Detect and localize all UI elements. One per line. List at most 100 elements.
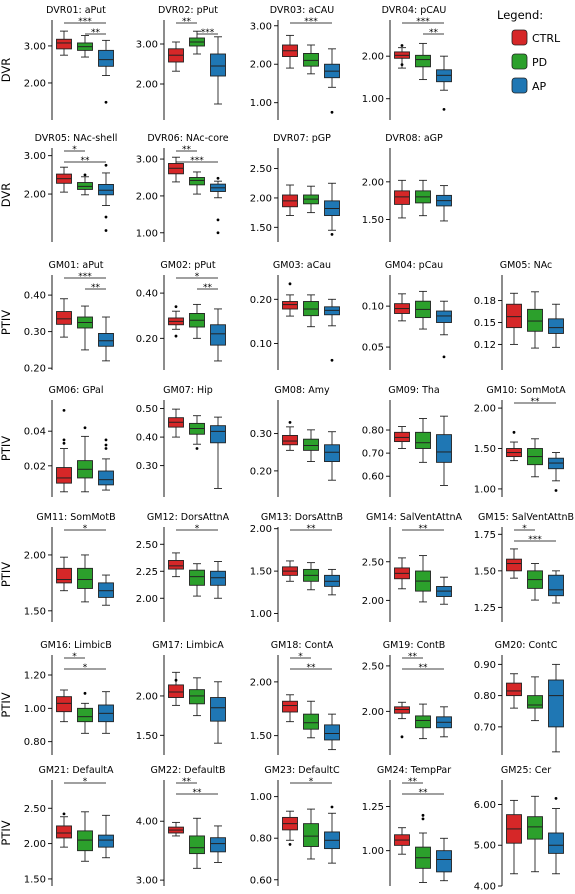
y-tick-label: 1.20 xyxy=(24,671,46,682)
y-tick-label: 6.00 xyxy=(474,800,496,811)
y-tick-label: 0.05 xyxy=(362,343,384,354)
outlier-point xyxy=(104,229,108,232)
legend-label-pd: PD xyxy=(532,56,547,69)
outlier-point xyxy=(442,355,446,359)
box-iqr xyxy=(168,560,184,570)
panel-title: GM23: DefaultC xyxy=(264,765,340,776)
chart-panel: GM21: DefaultA 1.50 2.00 2.50 * xyxy=(24,765,114,886)
box-iqr xyxy=(98,582,114,598)
significance-label: *** xyxy=(304,17,318,27)
box-ap xyxy=(324,805,340,864)
box-ap xyxy=(436,837,452,882)
y-tick-label: 2.00 xyxy=(362,52,384,63)
panel-title: GM16: LimbicB xyxy=(40,640,111,651)
y-tick-label: 2.50 xyxy=(362,557,384,568)
significance-label: ** xyxy=(91,28,101,38)
box-pd xyxy=(189,817,205,869)
y-tick-label: 1.50 xyxy=(362,215,384,226)
outlier-point xyxy=(330,110,334,114)
y-tick-label: 2.00 xyxy=(136,191,158,202)
box-ap xyxy=(436,55,452,111)
panel-title: GM01: aPut xyxy=(49,260,104,271)
chart-panel: GM03: aCau 0.10 0.20 xyxy=(250,260,340,370)
chart-panel: DVR07: pGP 1.50 2.00 2.50 xyxy=(250,133,340,242)
box-ctrl xyxy=(56,556,72,592)
box-ctrl xyxy=(282,694,298,723)
y-tick-label: 3.00 xyxy=(250,21,272,32)
box-iqr xyxy=(415,715,431,729)
box-ap xyxy=(548,796,564,875)
box-ctrl xyxy=(56,298,72,338)
box-pd xyxy=(527,438,543,478)
box-ap xyxy=(98,163,114,232)
chart-panel: GM06: GPal 0.02 0.04 xyxy=(24,385,114,497)
panel-title: GM25: Cer xyxy=(501,765,551,776)
panel-title: GM17: LimbicA xyxy=(152,640,224,651)
box-iqr xyxy=(415,431,431,449)
row-label: PTIV xyxy=(0,562,13,587)
y-tick-label: 1.50 xyxy=(250,567,272,578)
box-pd xyxy=(415,813,431,883)
box-ctrl xyxy=(168,671,184,706)
box-pd xyxy=(303,700,319,739)
box-pd xyxy=(303,44,319,75)
significance-label: ** xyxy=(182,145,192,155)
box-iqr xyxy=(324,444,340,463)
chart-panel: GM14: SalVentAttnA 2.00 2.50 ** xyxy=(362,512,463,622)
box-pd xyxy=(415,418,431,463)
box-pd xyxy=(77,173,93,196)
box-pd xyxy=(77,554,93,603)
box-ap xyxy=(324,568,340,596)
y-tick-label: 0.40 xyxy=(24,291,46,302)
significance-label: ** xyxy=(193,788,203,798)
box-ctrl xyxy=(282,420,298,451)
chart-panel: GM24: TempPar 1.00 1.25 **** xyxy=(362,765,452,886)
outlier-point xyxy=(62,438,66,442)
y-tick-label: 2.50 xyxy=(24,804,46,815)
y-tick-label: 1.00 xyxy=(136,228,158,239)
box-ap xyxy=(210,416,226,489)
box-ctrl xyxy=(394,827,410,855)
box-pd xyxy=(77,35,93,58)
row-label: PTIV xyxy=(0,692,13,717)
significance-label: ** xyxy=(429,28,439,38)
box-pd xyxy=(415,555,431,603)
y-tick-label: 0.30 xyxy=(24,327,46,338)
box-ctrl xyxy=(394,293,410,322)
box-iqr xyxy=(506,682,522,697)
box-ctrl xyxy=(168,552,184,578)
box-pd xyxy=(189,303,205,339)
y-tick-label: 0.60 xyxy=(250,875,272,886)
box-ap xyxy=(324,182,340,236)
significance-label: ** xyxy=(182,777,192,787)
outlier-point xyxy=(62,408,66,412)
box-iqr xyxy=(98,49,114,67)
significance-label: * xyxy=(522,524,527,534)
outlier-point xyxy=(216,176,220,180)
significance-label: *** xyxy=(78,272,92,282)
box-pd xyxy=(189,30,205,55)
box-iqr xyxy=(189,569,205,586)
legend-label-ap: AP xyxy=(532,80,547,93)
box-pd xyxy=(77,811,93,862)
box-ctrl xyxy=(506,548,522,579)
chart-panel: GM19: ContB 2.00 2.50 **** xyxy=(362,640,452,755)
box-iqr xyxy=(56,38,72,50)
chart-panel: GM16: LimbicB 0.80 1.00 1.20 * * xyxy=(24,640,114,755)
y-tick-label: 2.00 xyxy=(250,193,272,204)
significance-label: ** xyxy=(419,788,429,798)
y-tick-label: 1.50 xyxy=(250,731,272,742)
box-iqr xyxy=(56,696,72,713)
panel-title: GM05: NAc xyxy=(500,260,553,271)
box-pd xyxy=(527,795,543,873)
y-tick-label: 1.00 xyxy=(474,484,496,495)
panel-title: GM12: DorsAttnA xyxy=(147,512,230,523)
significance-label: ** xyxy=(531,397,541,407)
y-tick-label: 0.04 xyxy=(24,427,46,438)
y-tick-label: 0.20 xyxy=(136,334,158,345)
box-iqr xyxy=(282,434,298,446)
chart-panel: GM22: DefaultB 3.00 4.00 **** xyxy=(136,765,226,887)
